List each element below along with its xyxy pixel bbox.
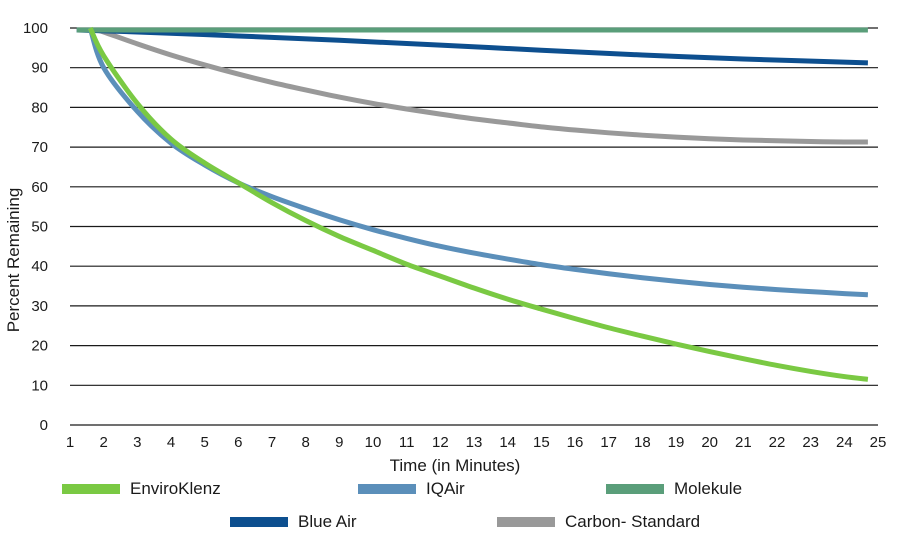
gridlines xyxy=(70,27,878,426)
legend-swatch-molekule xyxy=(606,484,664,494)
x-tick-label: 17 xyxy=(600,434,617,451)
legend-swatch-enviroklenz xyxy=(62,484,120,494)
x-tick-label: 12 xyxy=(432,434,449,451)
x-tick-label: 2 xyxy=(99,434,107,451)
x-tick-label: 13 xyxy=(466,434,483,451)
y-axis-title: Percent Remaining xyxy=(4,188,23,333)
x-tick-label: 22 xyxy=(769,434,786,451)
legend-label-blue-air: Blue Air xyxy=(298,512,357,531)
x-tick-label: 6 xyxy=(234,434,242,451)
x-tick-label: 9 xyxy=(335,434,343,451)
y-tick-label: 50 xyxy=(31,219,48,236)
legend-label-molekule: Molekule xyxy=(674,479,742,498)
x-tick-label: 5 xyxy=(200,434,208,451)
x-tick-label: 25 xyxy=(870,434,887,451)
x-tick-label: 23 xyxy=(802,434,819,451)
series-line-blue-air xyxy=(76,27,868,66)
x-tick-label: 10 xyxy=(365,434,382,451)
legend-swatch-iqair xyxy=(358,484,416,494)
legend-label-enviroklenz: EnviroKlenz xyxy=(130,479,221,498)
legend-swatch-carbon-standard xyxy=(497,517,555,527)
legend-label-iqair: IQAir xyxy=(426,479,465,498)
x-tick-label: 1 xyxy=(66,434,74,451)
x-tick-label: 20 xyxy=(701,434,718,451)
x-tick-label: 19 xyxy=(668,434,685,451)
y-tick-label: 0 xyxy=(40,417,48,434)
y-tick-label: 60 xyxy=(31,179,48,196)
series-lines xyxy=(76,26,869,382)
y-tick-label: 40 xyxy=(31,258,48,275)
x-tick-label: 4 xyxy=(167,434,175,451)
y-tick-label: 20 xyxy=(31,338,48,355)
x-tick-label: 16 xyxy=(567,434,584,451)
series-line-enviroklenz xyxy=(87,26,869,382)
series-line-carbon-standard xyxy=(96,27,868,145)
x-tick-label: 8 xyxy=(301,434,309,451)
x-tick-label: 21 xyxy=(735,434,752,451)
legend-label-carbon-standard: Carbon- Standard xyxy=(565,512,700,531)
x-axis-title: Time (in Minutes) xyxy=(390,456,521,475)
x-tick-label: 18 xyxy=(634,434,651,451)
y-tick-label: 70 xyxy=(31,139,48,156)
y-tick-label: 10 xyxy=(31,377,48,394)
y-tick-label: 100 xyxy=(23,20,48,37)
legend-swatch-blue-air xyxy=(230,517,288,527)
y-tick-label: 80 xyxy=(31,99,48,116)
x-tick-label: 24 xyxy=(836,434,853,451)
x-axis-ticks: 1 2 3 4 5 6 7 8 9 10 11 12 13 14 15 16 17 18 19 20 21 22 23 24 2… xyxy=(66,434,887,451)
legend: EnviroKlenz IQAir Molekule Blue Air Carbon- … xyxy=(62,479,742,531)
y-tick-label: 30 xyxy=(31,298,48,315)
x-tick-label: 15 xyxy=(533,434,550,451)
x-tick-label: 7 xyxy=(268,434,276,451)
y-axis-ticks: 0 10 20 30 40 50 60 70 80 90 100 xyxy=(23,20,48,434)
x-tick-label: 11 xyxy=(399,434,415,451)
x-tick-label: 3 xyxy=(133,434,141,451)
x-tick-label: 14 xyxy=(499,434,516,451)
y-tick-label: 90 xyxy=(31,60,48,77)
